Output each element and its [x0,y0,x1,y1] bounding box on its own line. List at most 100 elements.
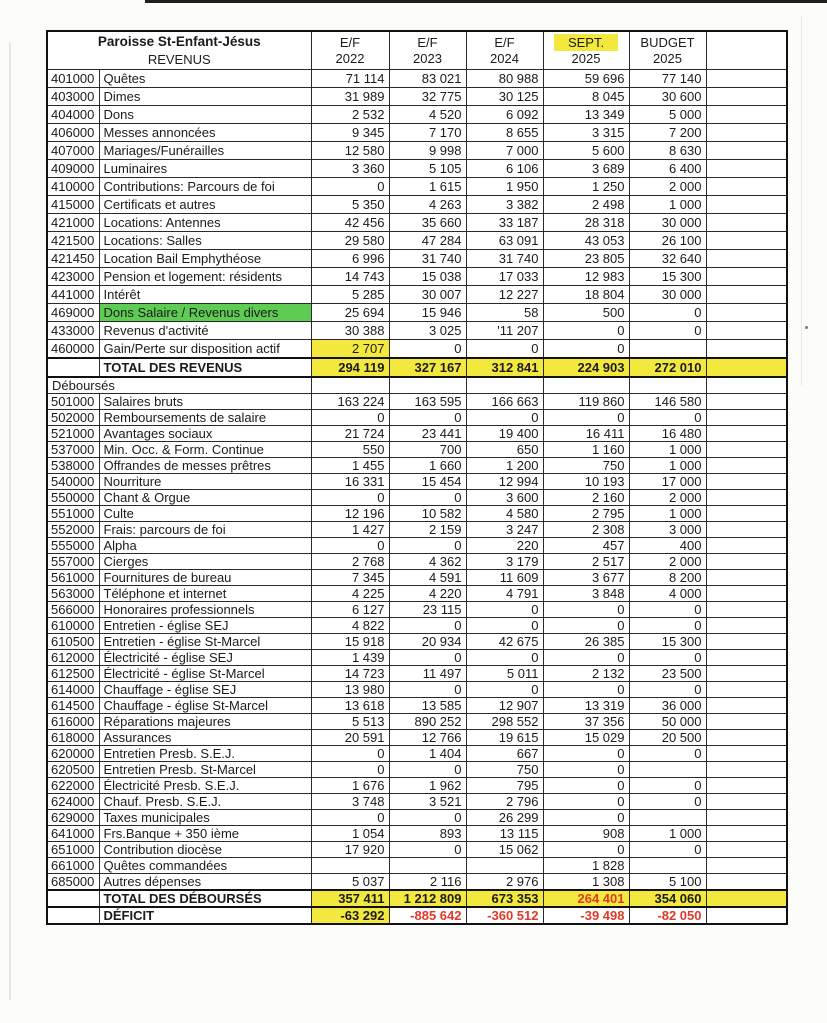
value-cell-budget2025: 8 630 [628,141,707,160]
empty-cell [705,777,788,794]
account-label-cell: Électricité Presb. S.E.J. [98,777,312,794]
value-cell-ef2023: 9 998 [388,141,467,160]
value-cell-sept2025: 2 308 [542,521,630,538]
value-cell-budget2025: 0 [628,321,707,340]
value-cell-sept2025: 0 [542,617,630,634]
value-cell-ef2022: 29 580 [310,231,390,250]
value-cell-ef2024: 0 [465,339,544,359]
value-cell-sept2025: 59 696 [542,69,630,88]
value-cell-budget2025: 3 000 [628,521,707,538]
value-cell-ef2024: 58 [465,303,544,322]
account-label-cell: Dons Salaire / Revenus divers [98,303,312,322]
value-cell-ef2022: 9 345 [310,123,390,142]
empty-cell [705,69,788,88]
account-label-cell: Offrandes de messes prêtres [98,457,312,474]
value-cell-ef2024: 6 092 [465,105,544,124]
table-row: 550000 Chant & Orgue 0 0 3 600 2 160 2 000 [46,489,788,506]
value-cell-ef2023: 2 159 [388,521,467,538]
account-label-cell: Certificats et autres [98,195,312,214]
value-cell-budget2025: 15 300 [628,267,707,286]
column-header-year: 2025 [571,51,601,66]
value-cell-ef2024: 667 [465,745,544,762]
value-cell-ef2024: 19 615 [465,729,544,746]
value-cell-ef2024: 750 [465,761,544,778]
account-label-cell: Chant & Orgue [98,489,312,506]
value-cell-ef2024: 2 796 [465,793,544,810]
empty-cell [705,249,788,268]
column-header-year: 2022 [335,50,365,66]
empty-cell [705,489,788,506]
value-cell-ef2022: 21 724 [310,425,390,442]
value-cell-ef2023: 1 660 [388,457,467,474]
value-cell-ef2024: 795 [465,777,544,794]
value-cell-ef2023: 890 252 [388,713,467,730]
value-cell-ef2024: 13 115 [465,825,544,842]
table-row: 612500 Électricité - église St-Marcel 14 7… [46,665,788,682]
value-cell-budget2025: 5 100 [628,873,707,891]
value-cell-ef2024: 0 [465,681,544,698]
value-cell-ef2022: 16 331 [310,473,390,490]
value-cell-ef2023 [388,857,467,874]
empty-cell [705,285,788,304]
value-cell-ef2022: 4 822 [310,617,390,634]
value-cell-sept2025: 0 [542,649,630,666]
account-code-cell: 651000 [46,841,100,858]
value-cell-ef2023: 1 962 [388,777,467,794]
account-code-cell: 610500 [46,633,100,650]
value-cell-budget2025: 32 640 [628,249,707,268]
empty-cell [705,745,788,762]
empty-cell [705,681,788,698]
value-cell-sept2025: 2 517 [542,553,630,570]
value-cell-ef2024: 3 600 [465,489,544,506]
revenues-body: 401000 Quêtes 71 114 83 021 80 988 59 696 77 1… [46,69,788,378]
account-label-cell: Chauffage - église St-Marcel [98,697,312,714]
value-cell-ef2024: 3 247 [465,521,544,538]
account-label-cell: Électricité - église St-Marcel [98,665,312,682]
value-cell-sept2025: 0 [542,793,630,810]
account-label-cell: Revenus d'activité [98,321,312,340]
value-cell-sept2025: 0 [542,809,630,826]
column-header-label: E/F [417,34,438,50]
account-label-cell: Frs.Banque + 350 ième [98,825,312,842]
value-cell-budget2025: 5 000 [628,105,707,124]
account-code-cell: 552000 [46,521,100,538]
value-cell-ef2024: 0 [465,601,544,618]
value-cell-sept2025: 18 804 [542,285,630,304]
value-cell-ef2022: 71 114 [310,69,390,88]
value-cell-budget2025: 1 000 [628,195,707,214]
account-label-cell: Autres dépenses [98,873,312,891]
empty-cell [705,505,788,522]
table-row: 403000 Dimes 31 989 32 775 30 125 8 045 30 600 [46,87,788,106]
value-cell-budget2025: 0 [628,601,707,618]
value-cell-budget2025: 2 000 [628,553,707,570]
empty-cell [705,713,788,730]
value-cell-budget2025: 0 [628,409,707,426]
value-cell-ef2023: 30 007 [388,285,467,304]
sept-highlight: SEPT. [553,34,619,51]
value-cell-ef2022: 0 [310,761,390,778]
column-header-ef2023: E/F 2023 [388,30,467,70]
account-label-cell: Téléphone et internet [98,585,312,602]
account-code-cell: 410000 [46,177,100,196]
value-cell-ef2024: 12 907 [465,697,544,714]
value-cell-ef2022: 1 455 [310,457,390,474]
account-label-cell: Entretien Presb. S.E.J. [98,745,312,762]
value-cell-sept2025: 224 903 [542,357,630,378]
value-cell-sept2025: 0 [542,339,630,359]
expenses-section-label: Déboursés [46,376,312,394]
value-cell-ef2023: 83 021 [388,69,467,88]
value-cell-sept2025: 16 411 [542,425,630,442]
value-cell-sept2025: 750 [542,457,630,474]
table-row: 538000 Offrandes de messes prêtres 1 455 1 … [46,457,788,474]
value-cell-ef2023: 0 [388,649,467,666]
value-cell-budget2025 [628,857,707,874]
empty-cell [705,906,788,925]
value-cell-ef2022: 0 [310,489,390,506]
account-code-cell: 423000 [46,267,100,286]
table-row: 629000 Taxes municipales 0 0 26 299 0 [46,809,788,826]
value-cell-budget2025: 4 000 [628,585,707,602]
empty-cell [705,231,788,250]
account-label-cell: Messes annoncées [98,123,312,142]
empty-cell [705,617,788,634]
value-cell-ef2023: 15 946 [388,303,467,322]
